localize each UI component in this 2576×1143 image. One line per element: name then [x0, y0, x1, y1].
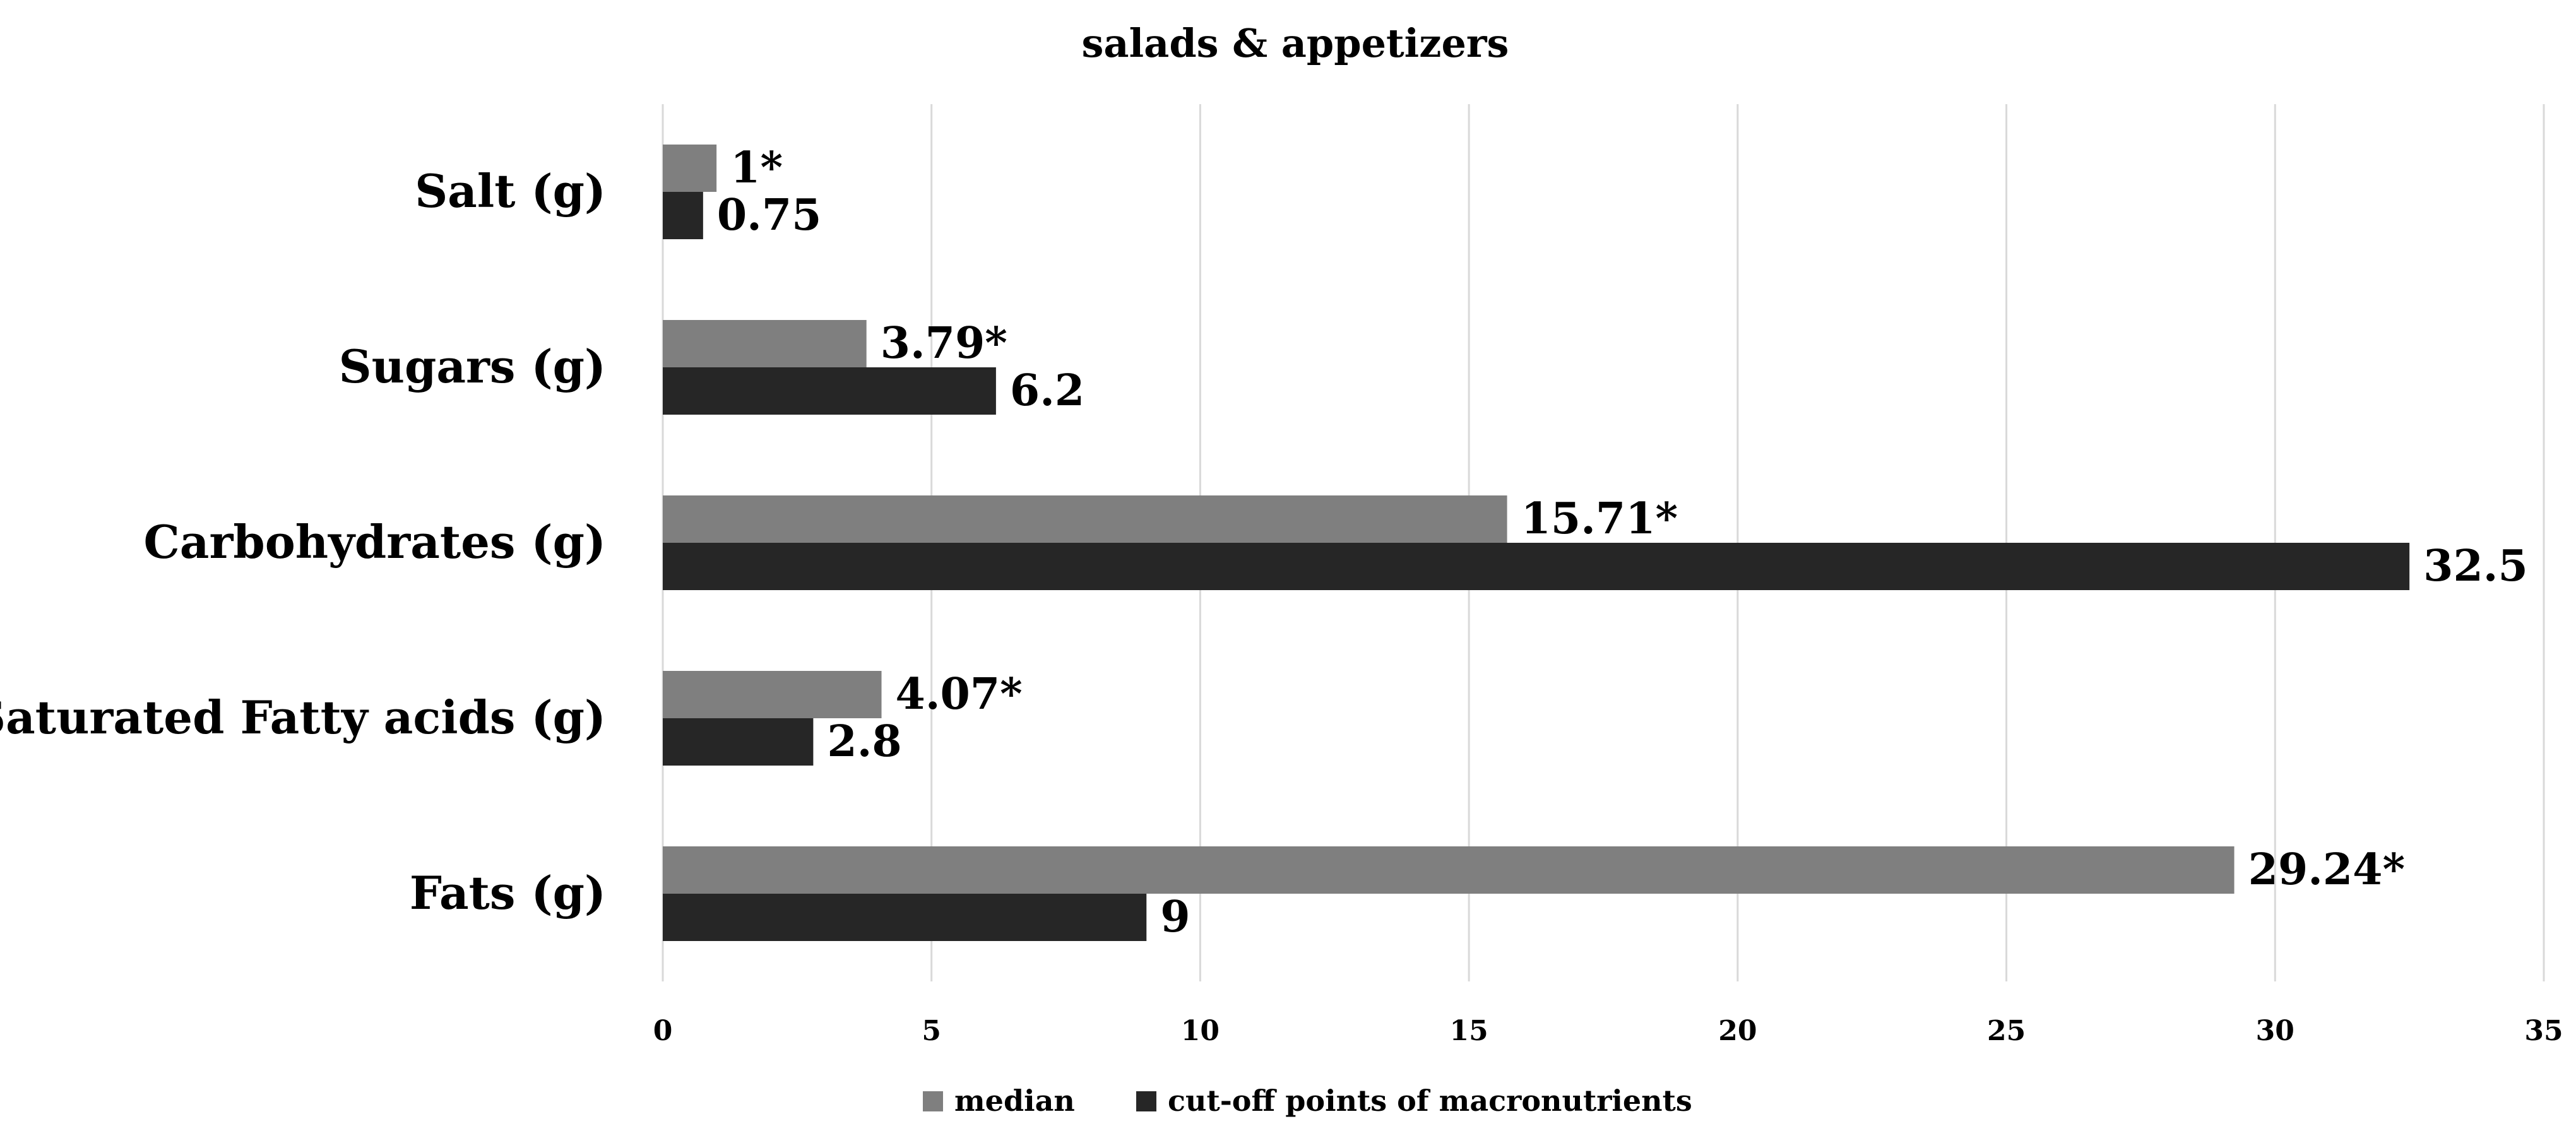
legend-swatch [923, 1091, 943, 1111]
x-tick-label: 35 [2524, 1015, 2563, 1047]
legend-label: cut-off points of macronutrients [1168, 1084, 1692, 1118]
bar-cutoff [663, 192, 703, 239]
bars [663, 145, 2410, 941]
x-axis-ticks: 0 5 10 15 20 25 30 35 [653, 1015, 2563, 1047]
x-tick-label: 30 [2256, 1015, 2294, 1047]
chart-title: salads & appetizers [1082, 20, 1509, 66]
bar-cutoff [663, 367, 996, 415]
data-label: 4.07* [896, 669, 1023, 720]
bar-cutoff [663, 894, 1147, 941]
category-label: Carbohydrates (g) [143, 515, 606, 569]
data-label: 6.2 [1010, 365, 1084, 416]
bar-median [663, 671, 882, 718]
data-label: 2.8 [827, 716, 901, 767]
data-label: 15.71* [1521, 494, 1678, 544]
bar-median [663, 145, 717, 192]
data-label: 29.24* [2248, 844, 2406, 895]
bar-median [663, 495, 1507, 543]
x-tick-label: 0 [653, 1015, 673, 1047]
legend-swatch [1136, 1091, 1156, 1111]
bar-cutoff [663, 543, 2410, 590]
category-label: Fats (g) [410, 866, 606, 920]
x-tick-label: 20 [1718, 1015, 1757, 1047]
bar-median [663, 320, 867, 367]
legend: median cut-off points of macronutrients [923, 1084, 1692, 1118]
x-tick-label: 10 [1181, 1015, 1220, 1047]
x-tick-label: 15 [1450, 1015, 1488, 1047]
data-label: 3.79* [881, 318, 1007, 369]
category-label: Saturated Fatty acids (g) [0, 690, 606, 744]
data-label: 32.5 [2423, 541, 2528, 591]
x-tick-label: 25 [1987, 1015, 2026, 1047]
category-labels: Salt (g) Sugars (g) Carbohydrates (g) Satur… [0, 164, 606, 920]
x-tick-label: 5 [922, 1015, 941, 1047]
bar-cutoff [663, 718, 814, 766]
category-label: Sugars (g) [339, 340, 606, 393]
bar-median [663, 846, 2235, 894]
category-label: Salt (g) [415, 164, 606, 218]
legend-label: median [954, 1084, 1075, 1118]
data-label: 1* [730, 143, 783, 193]
data-label: 9 [1160, 892, 1190, 942]
data-labels: 1*0.75 3.79*6.2 15.71* 32.5 4.07*2.8 29.24* 9 [717, 143, 2528, 942]
data-label: 0.75 [717, 190, 822, 240]
